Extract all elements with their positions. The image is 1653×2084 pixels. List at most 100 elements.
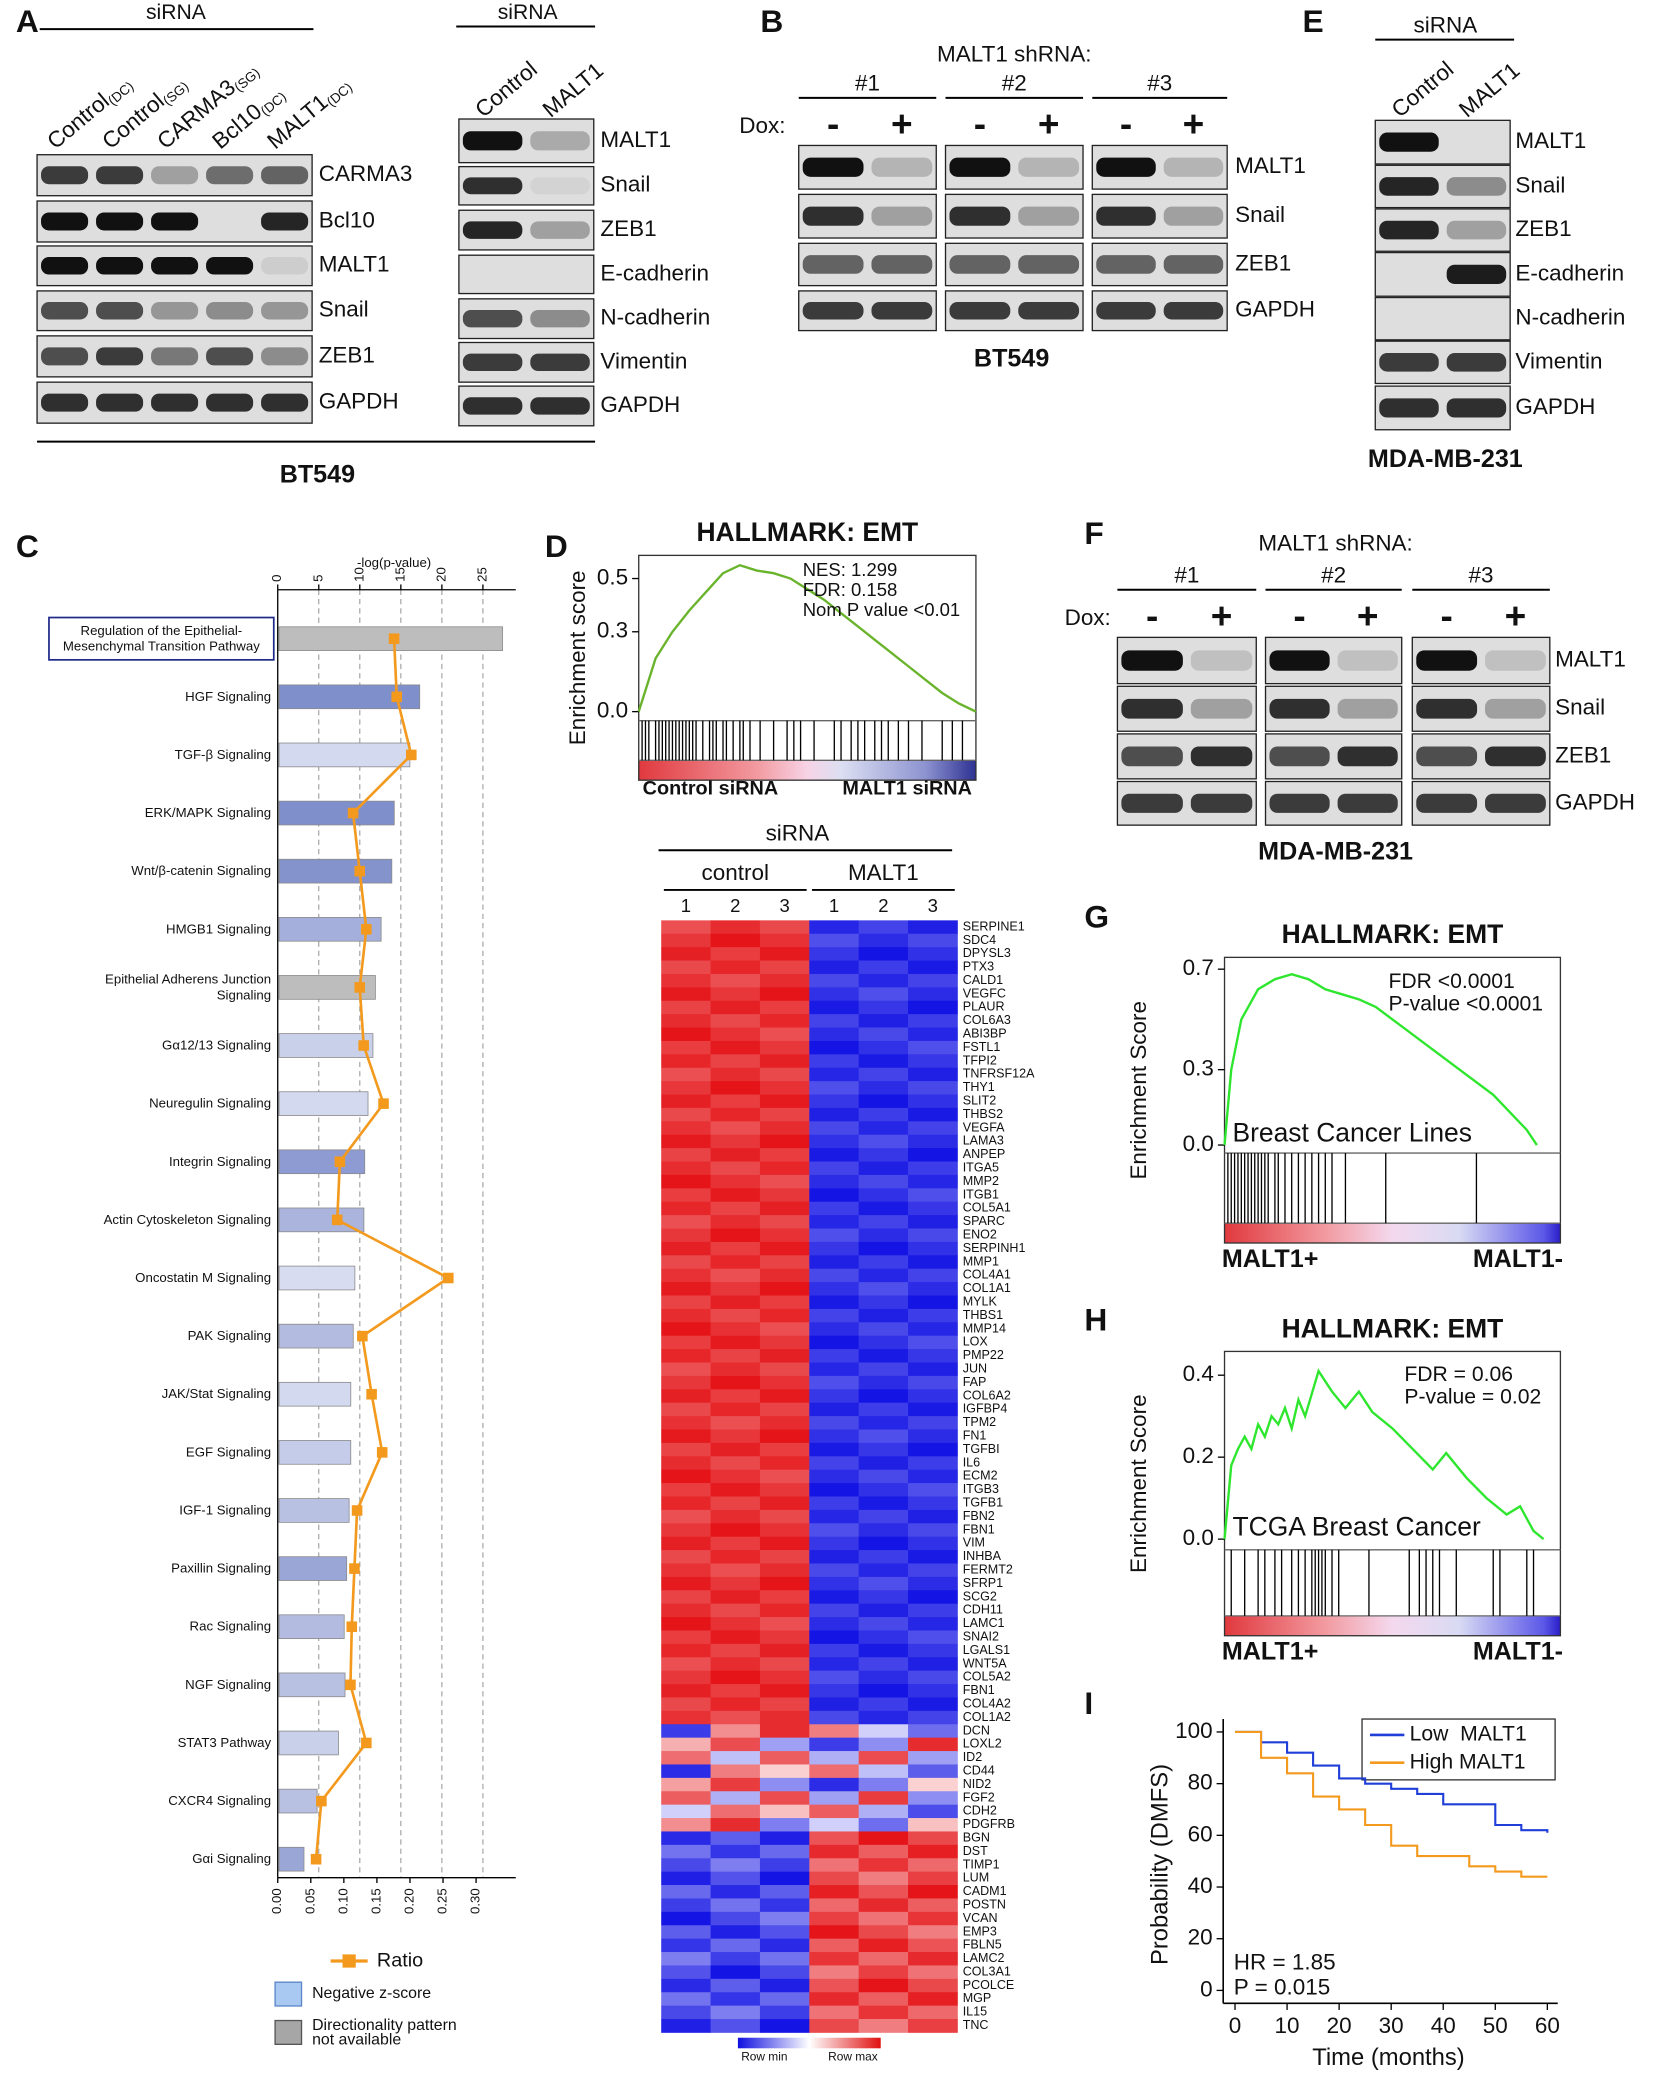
band xyxy=(151,257,199,275)
heatmap-cell xyxy=(759,1469,810,1484)
ratio-point xyxy=(334,1156,346,1168)
dox-sign: - xyxy=(1146,595,1158,637)
heatmap-cell xyxy=(710,1791,761,1806)
gene-label: LAMA3 xyxy=(963,1134,1004,1148)
heatmap-cell xyxy=(759,1576,810,1591)
band xyxy=(1018,157,1080,177)
panel-letter: F xyxy=(1084,515,1103,551)
heatmap-cell xyxy=(809,1375,860,1390)
label-line: Oncostatin M Signaling xyxy=(135,1270,271,1285)
heatmap-cell xyxy=(710,1201,761,1216)
heatmap-cell xyxy=(809,1027,860,1042)
band xyxy=(261,347,309,366)
heatmap-cell xyxy=(908,1925,958,1940)
heatmap-cell xyxy=(858,1858,909,1873)
heatmap-cell xyxy=(661,1992,711,2007)
heatmap-cell xyxy=(661,1000,711,1015)
heatmap-cell xyxy=(759,1174,810,1189)
heatmap-cell xyxy=(908,1134,958,1149)
gene-label: VEGFC xyxy=(963,986,1006,1000)
heatmap-cell xyxy=(661,1871,711,1886)
heatmap-cell xyxy=(661,1215,711,1229)
heatmap-cell xyxy=(809,1014,860,1028)
protein-label: Bcl10 xyxy=(319,207,375,232)
heatmap-cell xyxy=(858,1952,909,1966)
heatmap-cell xyxy=(661,1496,711,1511)
heatmap-cell xyxy=(661,1067,711,1082)
heatmap-cell xyxy=(809,1952,860,1966)
band xyxy=(871,157,933,177)
heatmap-cell xyxy=(858,1483,909,1497)
heatmap-cell xyxy=(809,1509,860,1524)
heatmap-cell xyxy=(908,1201,958,1216)
heatmap-cell xyxy=(759,1643,810,1658)
gene-label: SCG2 xyxy=(963,1589,997,1603)
chart-title: HALLMARK: EMT xyxy=(1282,1313,1504,1343)
band xyxy=(1446,220,1507,240)
heatmap-cell xyxy=(809,1777,860,1792)
label-line: HMGB1 Signaling xyxy=(166,921,271,936)
y-tick-label: 60 xyxy=(1188,1821,1213,1846)
heatmap-cell xyxy=(710,987,761,1002)
heatmap-cell xyxy=(661,1268,711,1283)
heatmap-cell xyxy=(710,1657,761,1672)
band xyxy=(1446,177,1507,196)
survival-curve xyxy=(1235,1730,1549,1833)
heatmap-cell xyxy=(661,1777,711,1792)
chart-title: HALLMARK: EMT xyxy=(1282,919,1504,949)
bar xyxy=(278,1440,352,1465)
heatmap-cell xyxy=(809,1563,860,1578)
band xyxy=(1337,746,1398,767)
group-label: #3 xyxy=(1469,562,1494,587)
x2-tick-label: 0.25 xyxy=(435,1888,450,1914)
heatmap-cell xyxy=(759,1416,810,1430)
heatmap-cell xyxy=(661,933,711,948)
heatmap-cell xyxy=(759,1228,810,1243)
heatmap-cell xyxy=(908,947,958,961)
band xyxy=(530,131,590,151)
heatmap-cell xyxy=(908,1643,958,1658)
heatmap-cell xyxy=(759,1040,810,1055)
panel-letter: E xyxy=(1303,3,1324,39)
heatmap-cell xyxy=(908,1282,958,1296)
gene-label: FSTL1 xyxy=(963,1040,1001,1054)
heatmap-legend-bar xyxy=(737,2037,881,2049)
lane-label: MALT1 xyxy=(1454,57,1524,122)
heatmap-cell xyxy=(759,920,810,935)
band xyxy=(949,302,1011,320)
x-tick-label: 0 xyxy=(269,574,284,581)
heatmap-cell xyxy=(858,1590,909,1605)
heatmap-cell xyxy=(858,1282,909,1296)
group-label: MALT1 xyxy=(848,860,919,885)
heatmap-cell xyxy=(809,1215,860,1229)
heatmap-cell xyxy=(908,1724,958,1739)
category-label: JAK/Stat Signaling xyxy=(162,1386,272,1401)
heatmap-cell xyxy=(661,1576,711,1591)
heatmap-cell xyxy=(908,1657,958,1672)
gene-label: BGN xyxy=(963,1830,990,1844)
heatmap-cell xyxy=(908,1469,958,1484)
gene-label: CDH11 xyxy=(963,1603,1003,1617)
gene-label: THY1 xyxy=(963,1080,995,1094)
heatmap-cell xyxy=(809,1469,860,1484)
heatmap-cell xyxy=(809,1483,860,1497)
heatmap-cell xyxy=(809,1724,860,1739)
heatmap-cell xyxy=(908,1737,958,1752)
heatmap-cell xyxy=(908,1898,958,1913)
gene-label: LOXL2 xyxy=(963,1737,1002,1751)
heatmap-cell xyxy=(858,1818,909,1832)
bar xyxy=(278,1556,348,1581)
heatmap-cell xyxy=(661,1148,711,1162)
legend-label: Ratio xyxy=(377,1949,423,1971)
band xyxy=(1018,206,1080,226)
heatmap-cell xyxy=(759,1911,810,1926)
panel-letter: H xyxy=(1084,1302,1107,1338)
label-line: Signaling xyxy=(217,987,271,1002)
band xyxy=(151,212,199,231)
heatmap-cell xyxy=(759,1952,810,1966)
ratio-point xyxy=(361,923,372,935)
gene-label: COL4A2 xyxy=(963,1696,1011,1710)
panel-letter: B xyxy=(760,3,783,39)
heatmap-cell xyxy=(858,1349,909,1363)
heatmap-cell xyxy=(809,1040,860,1055)
